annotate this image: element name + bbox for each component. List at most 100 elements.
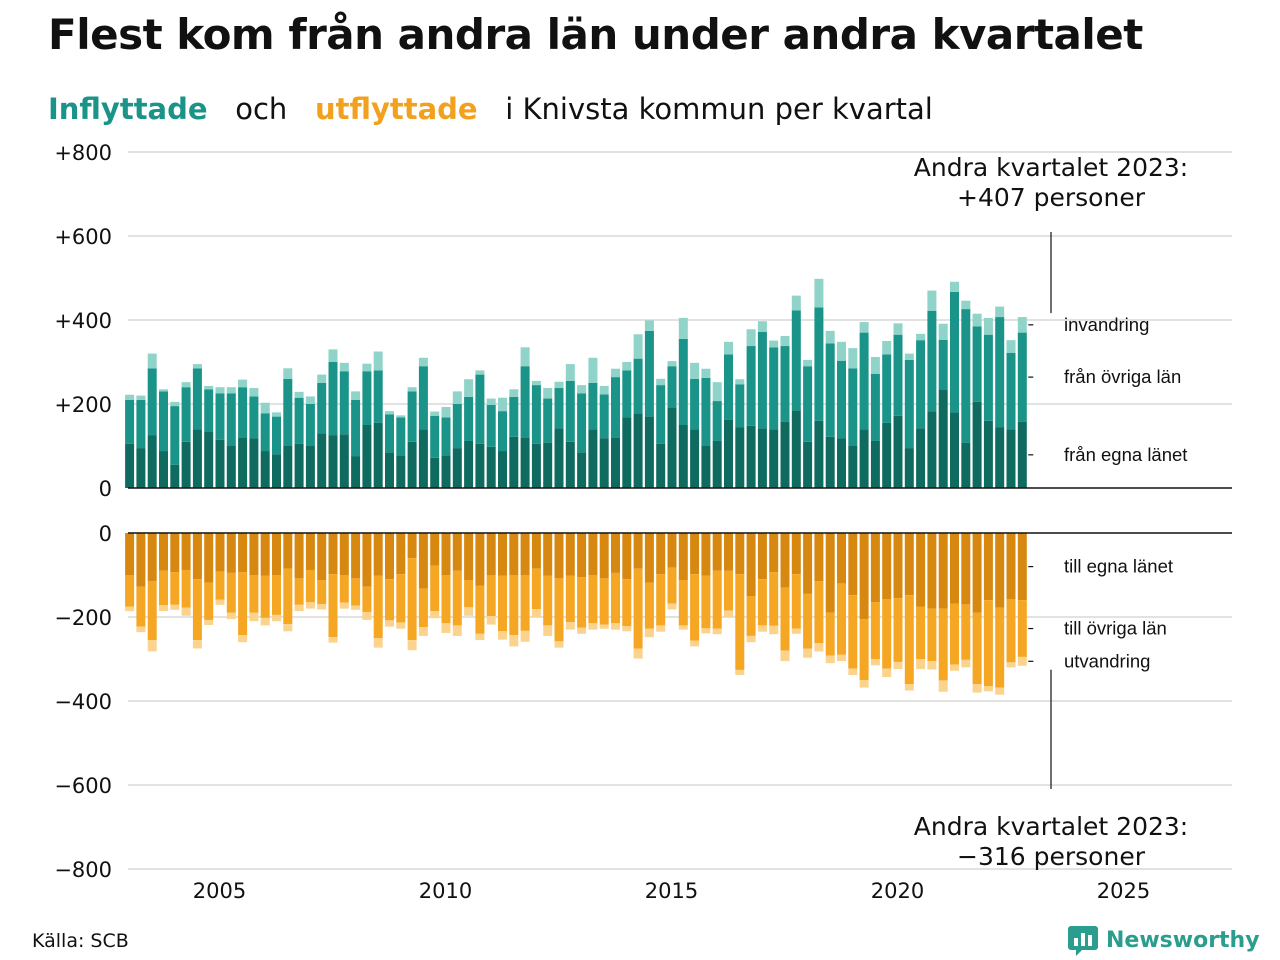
bar-in-other [317, 383, 327, 434]
bar-out-own [226, 533, 236, 573]
bar-in-other [305, 404, 315, 446]
bar-in-other [283, 378, 293, 446]
bar-in-immigration [746, 329, 756, 347]
bar-in-immigration [972, 313, 982, 327]
bar-out-emigration [690, 640, 700, 647]
bar-in-own [486, 446, 496, 488]
bar-in-immigration [961, 300, 971, 310]
bar-out-other [780, 587, 790, 651]
bar-out-emigration [791, 628, 801, 634]
bar-in-other [735, 384, 745, 428]
bar-in-own [464, 440, 474, 488]
bar-in-other [226, 393, 236, 446]
bar-in-immigration [904, 353, 914, 360]
bar-out-other [260, 575, 270, 618]
bar-out-other [543, 575, 553, 626]
bar-in-other [385, 414, 394, 453]
bar-out-other [328, 574, 338, 638]
bar-in-own [893, 415, 903, 488]
bar-out-emigration [644, 628, 654, 638]
bar-in-own [159, 451, 168, 488]
bar-out-emigration [972, 684, 982, 693]
bar-out-emigration [1006, 662, 1016, 668]
bar-in-other [147, 368, 157, 436]
bar-in-own [837, 438, 846, 488]
bar-in-own [791, 410, 801, 488]
bar-out-own [577, 533, 587, 578]
bar-out-other [814, 581, 824, 644]
bar-in-other [475, 374, 485, 444]
bar-out-own [588, 533, 598, 575]
subtitle-inflyttade: Inflyttade [48, 92, 208, 126]
bar-in-other [554, 388, 564, 429]
bar-out-own [430, 533, 440, 566]
bar-in-own [667, 407, 677, 488]
bar-in-own [577, 452, 587, 488]
bar-in-other [769, 347, 779, 430]
bar-in-own [825, 436, 835, 488]
bar-in-own [452, 448, 462, 488]
bar-out-emigration [622, 626, 632, 632]
bar-out-emigration [656, 625, 666, 632]
bar-in-own [1017, 421, 1027, 488]
bar-in-immigration [848, 348, 858, 369]
bar-in-own [396, 455, 406, 488]
bar-in-other [803, 366, 813, 442]
annotation-bottom: −316 personer [957, 842, 1146, 871]
bar-out-own [961, 533, 971, 605]
bar-out-other [588, 575, 598, 624]
bar-out-own [690, 533, 700, 575]
bar-out-own [351, 533, 361, 579]
bar-in-own [351, 456, 361, 488]
bar-out-own [396, 533, 406, 575]
bar-out-own [452, 533, 462, 571]
bar-out-other [690, 574, 700, 641]
bar-out-emigration [769, 625, 779, 635]
bar-out-emigration [724, 610, 733, 617]
bar-in-other [192, 368, 202, 430]
bar-in-other [565, 380, 575, 442]
bar-in-other [927, 310, 937, 412]
bar-in-own [249, 438, 259, 488]
bar-in-other [498, 411, 507, 452]
bar-in-other [486, 404, 496, 447]
bar-out-emigration [950, 664, 959, 671]
bar-in-immigration [498, 397, 507, 412]
bar-out-other [644, 582, 654, 629]
bar-in-other [249, 396, 259, 439]
bar-in-own [418, 429, 428, 488]
bar-in-other [972, 326, 982, 402]
bar-out-emigration [599, 624, 609, 629]
bar-out-own [803, 533, 813, 594]
bar-out-other [249, 575, 259, 613]
bar-in-other [125, 399, 135, 444]
bar-out-other [577, 577, 587, 628]
bar-in-other [272, 416, 281, 455]
bar-out-emigration [475, 633, 485, 641]
bar-in-other [464, 396, 474, 441]
bar-in-own [373, 422, 383, 488]
bar-in-own [328, 435, 338, 488]
bar-in-other [339, 371, 349, 435]
bar-in-immigration [192, 364, 202, 369]
bar-in-other [418, 366, 428, 430]
bar-in-other [791, 310, 801, 411]
bar-in-own [611, 437, 620, 488]
bar-in-immigration [373, 351, 383, 371]
bar-out-other [136, 586, 146, 627]
bar-in-other [351, 399, 361, 457]
bar-out-emigration [531, 609, 541, 618]
bar-in-immigration [701, 368, 711, 378]
subtitle-utflyttade: utflyttade [314, 92, 478, 126]
bar-out-own [678, 533, 688, 581]
brand-logo[interactable]: Newsworthy [1068, 924, 1260, 956]
brand-name: Newsworthy [1106, 927, 1260, 953]
bar-in-own [983, 420, 993, 488]
bar-in-immigration [136, 395, 146, 400]
bar-in-immigration [204, 385, 214, 390]
bar-out-own [870, 533, 880, 603]
bar-out-emigration [339, 602, 349, 609]
bar-in-own [531, 443, 541, 488]
bar-in-immigration [1006, 340, 1016, 353]
bar-out-other [339, 575, 349, 603]
